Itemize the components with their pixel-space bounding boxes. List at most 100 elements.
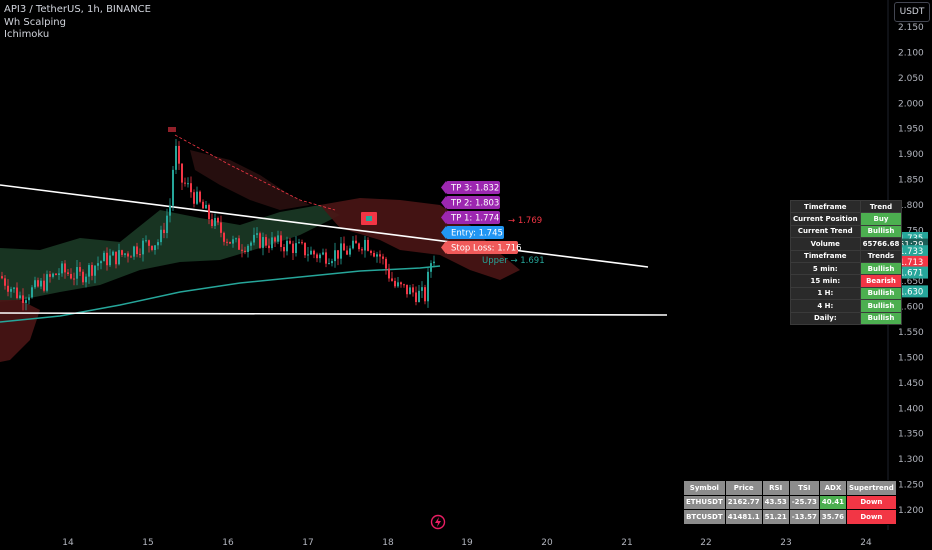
candle-body [343,243,345,251]
candle-body [400,282,402,285]
trend-table: Timeframe Trend Current Position Buy Cur… [790,199,903,325]
candle-body [223,232,225,242]
price-badge: 1.713 [899,258,923,268]
supertrend-cell: Down [845,509,897,525]
lightning-icon-bolt [435,517,441,527]
price-badge: 1.733 [899,247,923,257]
candle-body [154,245,156,250]
candle-body [103,252,105,262]
candle-body [205,204,207,209]
candle-body [64,263,66,273]
candle-body [409,287,411,295]
supertrend-cell: Down [845,494,897,510]
header-cell: Supertrend [845,480,897,496]
candle-body [316,254,318,259]
y-tick-label: 1.500 [898,353,924,363]
candle-body [79,267,81,272]
lightning-icon [430,514,446,530]
trend-value: Buy [859,212,903,226]
x-tick-label: 21 [621,538,632,548]
candle-body [94,265,96,276]
candle-body [340,243,342,259]
x-tick-label: 17 [302,538,313,548]
timeframe-label: Daily: [790,311,861,325]
candle-body [145,240,147,242]
candle-body [355,240,357,244]
candle-body [304,242,306,256]
symbol-table: Symbol Price RSI TSI ADX Supertrend ETHU… [683,480,897,525]
tp3-label: TP 3: 1.832 [450,184,499,194]
trend-row: Current Trend Bullish [790,224,903,239]
candle-body [280,235,282,248]
candle-body [376,254,378,257]
candle-body [298,242,300,244]
candle-body [370,250,372,253]
candle-body [112,251,114,256]
tsi-cell: -25.73 [788,494,820,510]
candle-body [97,263,99,266]
candle-body [178,145,180,164]
entry-label-arrow [441,226,446,239]
timeframe-row: 4 H: Bullish [790,299,903,313]
currency-button[interactable]: USDT [894,2,930,22]
timeframe-value: Bullish [859,261,903,276]
candle-body [310,250,312,255]
candle-body [7,285,9,292]
x-tick-label: 16 [222,538,234,548]
candle-body [118,250,120,265]
candle-body [394,280,396,287]
candle-body [193,192,195,204]
candle-body [109,255,111,266]
candle-body [19,295,21,299]
candle-body [412,287,414,293]
indicator-wh-scalping[interactable]: Wh Scalping [4,16,66,28]
header-cell: Timeframe [790,249,861,263]
indicator-ichimoku[interactable]: Ichimoku [4,29,50,40]
candle-body [421,287,423,291]
header-cell: Price [724,480,763,496]
y-tick-label: 1.600 [898,303,924,313]
symbol-row: ETHUSDT 2162.77 43.53 -25.73 40.41 Down [683,494,897,510]
price-badge: 1.671 [899,269,923,279]
candle-body [199,191,201,202]
candle-body [88,265,90,277]
candle-body [55,273,57,275]
candle-body [277,235,279,242]
candle-body [85,276,87,283]
candle-body [358,243,360,250]
candle-body [403,284,405,286]
candle-body [283,247,285,252]
candle-body [130,256,132,258]
candle-body [157,242,159,246]
candle-body [382,256,384,259]
y-tick-label: 1.200 [898,506,924,516]
candle-body [181,163,183,183]
candle-body [166,215,168,234]
y-tick-label: 1.800 [898,201,924,211]
candle-body [418,290,420,303]
y-tick-label: 2.100 [898,48,924,58]
timeframe-label: 4 H: [790,299,861,313]
adx-cell: 35.76 [818,509,847,525]
tp1-label: TP 1: 1.774 [450,214,499,224]
candle-body [49,274,51,277]
candle-body [292,243,294,254]
candle-body [307,254,309,256]
candle-body [385,258,387,269]
candle-body [187,183,189,185]
entry-label: Entry: 1.745 [451,229,503,239]
y-tick-label: 1.300 [898,455,924,465]
symbol-title[interactable]: API3 / TetherUS, 1h, BINANCE [4,4,151,15]
candle-body [1,276,3,279]
candle-body [373,252,375,257]
candle-body [127,253,129,257]
candle-body [433,261,435,264]
symbol-cell: ETHUSDT [683,494,726,510]
candle-body [241,249,243,251]
stop-loss-label-bg [446,241,518,254]
x-tick-label: 24 [860,538,872,548]
candle-body [238,238,240,250]
candle-body [346,250,348,255]
candle-body [40,280,42,287]
